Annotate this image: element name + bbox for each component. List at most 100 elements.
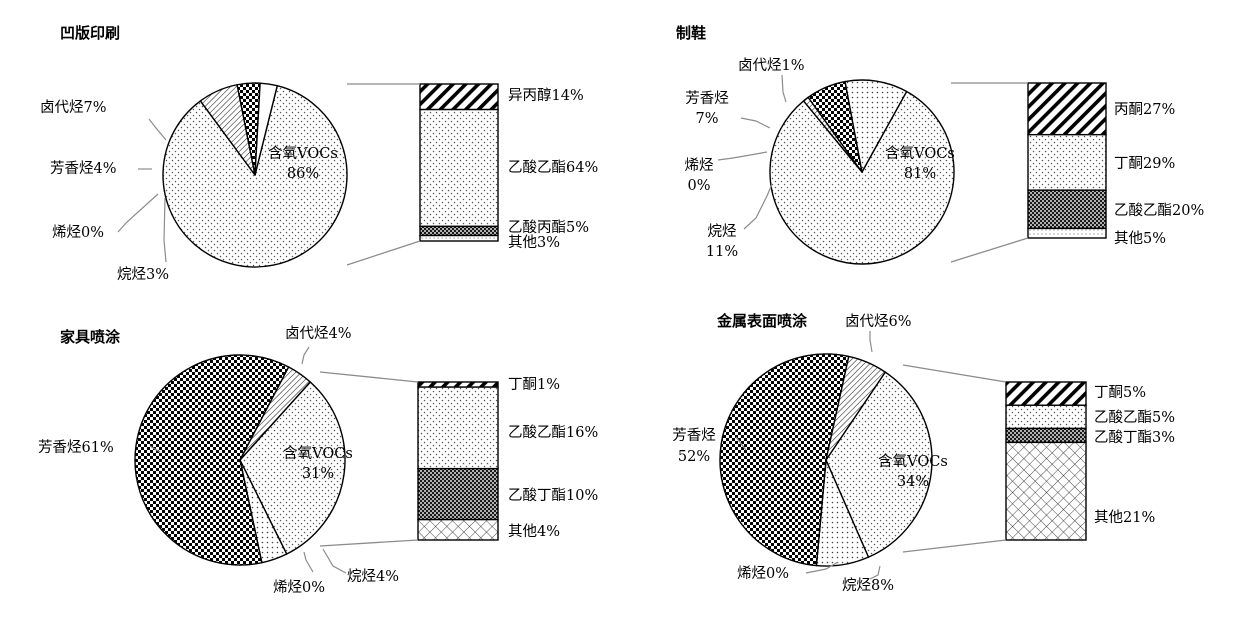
svg-text:34%: 34% xyxy=(897,474,929,490)
slice-label-oxygenated: 含氧VOCs 34% xyxy=(878,453,948,490)
svg-text:含氧VOCs: 含氧VOCs xyxy=(268,145,338,162)
bar-label-ethyl-acetate: 乙酸乙酯20% xyxy=(1114,202,1204,219)
bar-segment-isopropanol xyxy=(419,83,499,111)
slice-label-aromatic: 芳香烃4% xyxy=(50,160,117,177)
bar-label-butanone: 丁酮29% xyxy=(1114,156,1175,172)
bar-segment-butyl-acetate xyxy=(417,467,499,521)
bar-segment-propyl-acetate xyxy=(419,225,499,237)
pie-chart xyxy=(134,354,346,566)
panel-gravure-printing: 凹版印刷 含氧VOCs 86% 卤代烃7% 芳香烃4% 烯烃0% 烷烃3% 异丙… xyxy=(40,24,598,283)
bar-label-acetone: 丙酮27% xyxy=(1114,102,1175,118)
panel-title: 家具喷涂 xyxy=(60,328,121,346)
bar-segment-butanone xyxy=(1027,133,1107,191)
connector-lines xyxy=(950,82,1029,263)
pie-chart xyxy=(162,82,348,268)
svg-text:52%: 52% xyxy=(678,449,710,465)
bar-segment-acetone xyxy=(1027,82,1107,136)
bar-label-isopropanol: 异丙醇14% xyxy=(508,87,584,104)
svg-text:含氧VOCs: 含氧VOCs xyxy=(885,145,955,162)
bar-label-other: 其他4% xyxy=(508,523,560,540)
pie-slice-oxygenated-vocs xyxy=(239,381,346,555)
panel-title: 凹版印刷 xyxy=(60,24,120,42)
bar-label-other: 其他5% xyxy=(1114,230,1166,247)
svg-text:芳香烃: 芳香烃 xyxy=(672,427,716,444)
slice-label-halocarbon: 卤代烃7% xyxy=(40,99,107,116)
bar-label-butyl-acetate: 乙酸丁酯10% xyxy=(508,487,598,504)
slice-label-oxygenated: 含氧VOCs 86% xyxy=(268,145,338,182)
slice-label-alkene: 烯烃 0% xyxy=(685,157,714,194)
bar-label-ethyl-acetate: 乙酸乙酯16% xyxy=(508,424,598,441)
bar-segment-other xyxy=(419,234,499,242)
svg-text:86%: 86% xyxy=(287,166,319,182)
bar-label-ethyl-acetate: 乙酸乙酯5% xyxy=(1094,409,1175,426)
bar-label-butanone: 丁酮5% xyxy=(1094,385,1146,401)
pie-slice-halocarbon xyxy=(239,366,311,461)
svg-text:含氧VOCs: 含氧VOCs xyxy=(283,445,353,462)
slice-label-alkene: 烯烃0% xyxy=(737,565,789,582)
leader-lines xyxy=(735,331,881,580)
panel-title: 制鞋 xyxy=(676,24,706,42)
bar-segment-other xyxy=(1005,441,1087,541)
bar-label-other: 其他3% xyxy=(508,234,560,251)
bar-segment-ethyl-acetate xyxy=(1005,404,1087,430)
bar-label-propyl-acetate: 乙酸丙酯5% xyxy=(508,219,589,236)
slice-label-alkene: 烯烃0% xyxy=(52,224,104,241)
pie-slice-oxygenated-vocs xyxy=(769,90,955,265)
bar-segment-other xyxy=(417,518,499,541)
leader-lines xyxy=(717,74,787,230)
bar-label-butyl-acetate: 乙酸丁酯3% xyxy=(1094,429,1175,446)
bar-label-other: 其他21% xyxy=(1094,509,1155,526)
svg-text:烯烃: 烯烃 xyxy=(685,157,714,174)
bar-segment-ethyl-acetate xyxy=(1027,189,1107,230)
panel-title: 金属表面喷涂 xyxy=(716,312,808,330)
slice-label-oxygenated: 含氧VOCs 81% xyxy=(885,145,955,182)
connector-lines xyxy=(902,364,1007,553)
panel-furniture-spraying: 家具喷涂 含氧VOCs 31% 烷烃4% 烯烃0% 芳香烃61% 卤代烃4% 丁… xyxy=(38,325,598,596)
svg-text:7%: 7% xyxy=(695,111,718,127)
slice-label-halocarbon: 卤代烃4% xyxy=(285,325,352,342)
svg-text:烷烃: 烷烃 xyxy=(708,223,737,240)
pie-slice-alkane xyxy=(254,82,278,176)
pie-slice-aromatic xyxy=(719,353,850,567)
connector-lines xyxy=(319,371,419,547)
slice-label-halocarbon: 卤代烃1% xyxy=(738,57,805,74)
panel-shoemaking: 制鞋 含氧VOCs 81% 卤代烃1% 芳香烃 7% 烯烃 0% 烷烃 11% xyxy=(676,24,1204,265)
bar-segment-ethyl-acetate xyxy=(417,386,499,470)
slice-label-halocarbon: 卤代烃6% xyxy=(845,313,912,330)
pie-chart xyxy=(719,353,933,567)
leader-lines xyxy=(149,346,347,574)
connector-lines xyxy=(346,83,421,266)
pie-slice-alkane xyxy=(844,79,908,173)
svg-text:0%: 0% xyxy=(687,178,710,194)
pie-slice-oxygenated-vocs xyxy=(162,85,348,268)
slice-label-alkane: 烷烃4% xyxy=(347,568,399,585)
slice-label-alkane: 烷烃3% xyxy=(117,266,169,283)
slice-label-aromatic: 芳香烃 7% xyxy=(685,90,729,127)
bar-label-butanone: 丁酮1% xyxy=(508,377,560,393)
bar-label-ethyl-acetate: 乙酸乙酯64% xyxy=(508,159,598,176)
bar-segment-butanone xyxy=(1005,381,1087,406)
slice-label-oxygenated: 含氧VOCs 31% xyxy=(283,445,353,482)
svg-text:含氧VOCs: 含氧VOCs xyxy=(878,453,948,470)
slice-label-alkane: 烷烃 11% xyxy=(706,223,738,260)
bar-segment-ethyl-acetate xyxy=(419,108,499,228)
bar-segment-other xyxy=(1027,227,1107,239)
svg-text:31%: 31% xyxy=(302,466,334,482)
pie-chart xyxy=(769,79,955,265)
bar-segment-butanone xyxy=(417,381,499,388)
bar-segment-butyl-acetate xyxy=(1005,427,1087,444)
slice-label-alkene: 烯烃0% xyxy=(273,579,325,596)
bar-of-pie-stack xyxy=(417,381,499,541)
bar-of-pie-stack xyxy=(419,83,499,242)
slice-label-aromatic: 芳香烃61% xyxy=(38,439,114,456)
panel-metal-surface-spraying: 金属表面喷涂 含氧VOCs 34% 烷烃8% 烯烃0% 芳香烃 52% 卤代烃6… xyxy=(672,312,1175,594)
pie-slice-oxygenated-vocs xyxy=(825,371,933,558)
bar-of-pie-stack xyxy=(1005,381,1087,541)
pie-slice-aromatic xyxy=(134,354,290,566)
pie-slice-halocarbon xyxy=(825,355,886,461)
bar-of-pie-stack xyxy=(1027,82,1107,239)
slice-label-alkane: 烷烃8% xyxy=(842,577,894,594)
svg-text:11%: 11% xyxy=(706,244,738,260)
slice-label-aromatic: 芳香烃 52% xyxy=(672,427,716,465)
